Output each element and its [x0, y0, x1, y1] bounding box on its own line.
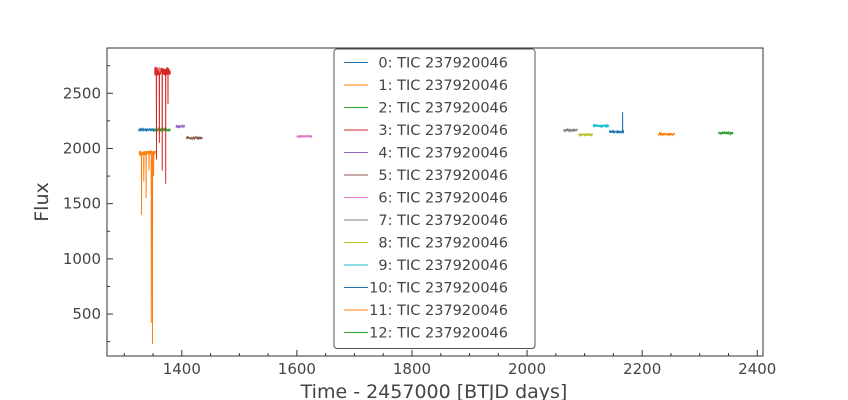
axis-ticks: 1400 1600 1800 2000 2200 2400 500 1000 1500 2000 2…	[63, 65, 776, 378]
legend-entry-label: 11: TIC 237920046	[369, 303, 508, 319]
legend-entry-label: 10: TIC 237920046	[369, 281, 508, 297]
x-axis-label: Time - 2457000 [BTJD days]	[300, 381, 568, 400]
legend-entry-label: 1: TIC 237920046	[378, 78, 508, 94]
plot-frame	[106, 47, 764, 357]
legend-entry-label: 4: TIC 237920046	[378, 146, 508, 162]
legend-entry-label: 12: TIC 237920046	[369, 326, 508, 342]
y-tick-label: 500	[72, 305, 101, 323]
y-tick-label: 1500	[63, 195, 101, 213]
series-line-10	[608, 111, 625, 135]
series-line-12	[718, 130, 734, 137]
y-tick-label: 2500	[63, 84, 101, 102]
series-line-0	[138, 127, 155, 133]
legend-entry-label: 7: TIC 237920046	[378, 213, 508, 229]
y-tick-label: 2000	[63, 139, 101, 157]
series-line-7	[562, 127, 579, 133]
y-tick-label: 1000	[63, 250, 101, 268]
data-layer	[138, 66, 734, 344]
legend-entry-label: 0: TIC 237920046	[378, 56, 508, 72]
series-line-3	[154, 66, 171, 184]
legend-entry-label: 9: TIC 237920046	[378, 258, 508, 274]
series-line-8	[578, 132, 594, 138]
x-tick-label: 2200	[623, 360, 661, 378]
series-line-6	[296, 134, 313, 139]
x-tick-label: 1600	[278, 360, 316, 378]
x-tick-label: 2000	[508, 360, 546, 378]
legend-entry-label: 5: TIC 237920046	[378, 168, 508, 184]
legend-box	[333, 48, 536, 349]
legend-entry-label: 2: TIC 237920046	[378, 101, 508, 117]
x-tick-label: 1800	[393, 360, 431, 378]
series-line-11	[657, 131, 675, 137]
series-line-1	[138, 149, 156, 344]
series-line-5	[185, 135, 203, 141]
y-axis-label: Flux	[31, 182, 53, 222]
series-line-9	[592, 123, 610, 129]
x-tick-label: 2400	[738, 360, 776, 378]
series-line-4	[175, 124, 185, 129]
legend-entry-label: 6: TIC 237920046	[378, 191, 508, 207]
x-tick-label: 1400	[163, 360, 201, 378]
legend-entry-label: 3: TIC 237920046	[378, 123, 508, 139]
legend-entry-label: 8: TIC 237920046	[378, 236, 508, 252]
legend: 0: TIC 237920046 1: TIC 237920046 2: TIC 2…	[333, 48, 536, 349]
